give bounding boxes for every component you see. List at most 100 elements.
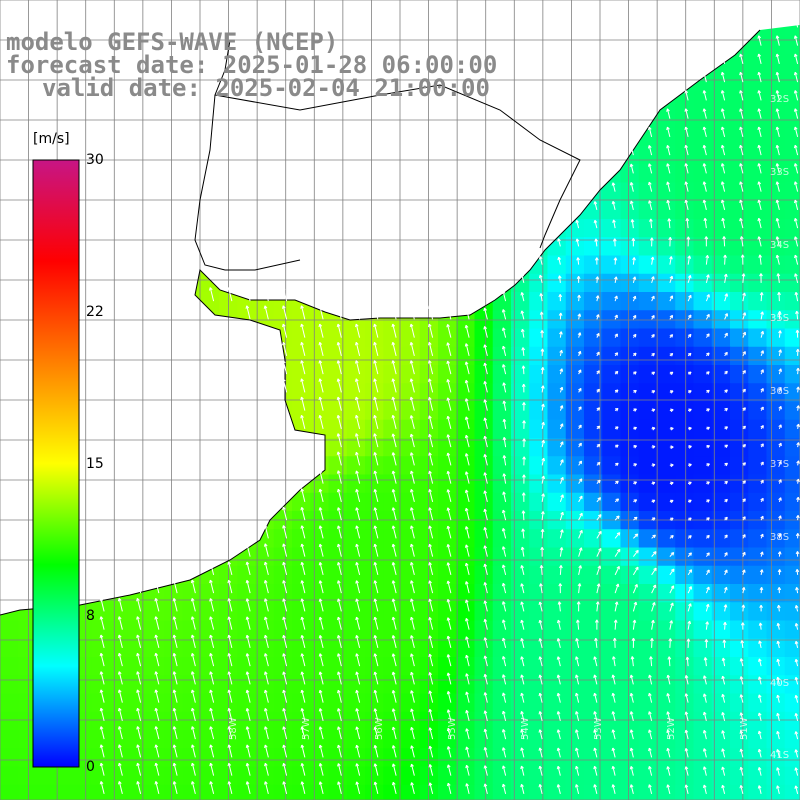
wind-speed-cell [91, 693, 111, 713]
wind-speed-cell [18, 657, 38, 676]
wind-speed-cell [182, 784, 202, 800]
wind-speed-cell [127, 638, 147, 658]
wind-speed-cell [255, 602, 275, 622]
wind-speed-cell [657, 127, 676, 147]
wind-speed-cell [547, 401, 567, 421]
wind-speed-cell [565, 730, 585, 749]
wind-speed-cell [511, 620, 530, 640]
lon-label: 58W [228, 717, 239, 740]
wind-arrow [793, 181, 799, 192]
wind-speed-cell [0, 675, 19, 695]
wind-speed-cell [547, 693, 567, 713]
wind-speed-cell [602, 693, 622, 713]
wind-speed-cell [547, 419, 567, 439]
wind-arrow [757, 35, 762, 46]
wind-arrow [739, 163, 744, 174]
wind-speed-cell [638, 456, 658, 476]
wind-arrow [647, 126, 653, 137]
wind-speed-cell [748, 419, 768, 439]
wind-speed-cell [711, 73, 731, 92]
wind-speed-cell [748, 182, 768, 202]
wind-speed-cell [127, 693, 147, 713]
colorbar-tick: 15 [86, 456, 104, 472]
wind-speed-cell [565, 365, 585, 384]
wind-speed-cell [383, 456, 403, 476]
wind-speed-cell [547, 784, 567, 800]
wind-arrow [702, 144, 707, 156]
wind-speed-cell [620, 328, 640, 348]
wind-speed-cell [328, 328, 348, 348]
wind-speed-cell [638, 511, 658, 530]
wind-speed-cell [748, 438, 768, 457]
wind-speed-cell [401, 711, 421, 731]
wind-speed-cell [237, 638, 257, 658]
wind-speed-cell [730, 73, 749, 92]
valid-date: valid date: 2025-02-04 21:00:00 [42, 74, 490, 102]
wind-speed-cell [310, 547, 330, 567]
wind-speed-cell [255, 638, 275, 658]
wind-speed-cell [401, 365, 421, 384]
wind-speed-cell [730, 273, 749, 293]
wind-speed-cell [748, 474, 768, 494]
wind-speed-cell [346, 438, 366, 457]
wind-speed-cell [365, 748, 384, 768]
wind-speed-cell [200, 602, 220, 622]
wind-speed-cell [383, 766, 403, 786]
wind-speed-cell [766, 401, 786, 421]
wind-speed-cell [438, 401, 457, 421]
wind-speed-cell [565, 383, 585, 403]
wind-speed-cell [693, 474, 713, 494]
wind-speed-cell [54, 784, 74, 800]
wind-speed-cell [492, 401, 512, 421]
wind-speed-cell [492, 328, 512, 348]
wind-speed-cell [730, 565, 749, 585]
wind-speed-cell [383, 419, 403, 439]
wind-speed-cell [693, 401, 713, 421]
wind-speed-cell [584, 657, 603, 676]
wind-speed-cell [438, 620, 457, 640]
wind-speed-cell [346, 456, 366, 476]
wind-speed-cell [255, 711, 275, 731]
wind-speed-cell [164, 748, 184, 768]
wind-speed-cell [0, 693, 19, 713]
wind-speed-cell [438, 730, 457, 749]
wind-speed-cell [638, 730, 658, 749]
wind-speed-cell [784, 711, 800, 731]
wind-speed-cell [766, 346, 786, 366]
wind-speed-cell [711, 109, 731, 129]
wind-speed-cell [547, 675, 567, 695]
wind-speed-cell [383, 511, 403, 530]
wind-speed-cell [711, 419, 731, 439]
wind-speed-cell [784, 383, 800, 403]
wind-speed-cell [766, 273, 786, 293]
wind-speed-cell [346, 401, 366, 421]
wind-speed-cell [657, 565, 676, 585]
wind-speed-cell [693, 127, 713, 147]
wind-speed-cell [511, 328, 530, 348]
wind-speed-cell [620, 766, 640, 786]
wind-speed-cell [91, 766, 111, 786]
wind-speed-cell [529, 511, 549, 530]
wind-speed-cell [474, 784, 494, 800]
wind-speed-cell [529, 383, 549, 403]
wind-speed-cell [0, 657, 19, 676]
wind-speed-cell [346, 419, 366, 439]
colorbar-tick: 30 [86, 152, 104, 168]
wind-speed-cell [657, 401, 676, 421]
wind-speed-cell [638, 346, 658, 366]
wind-speed-cell [492, 383, 512, 403]
wind-speed-cell [602, 419, 622, 439]
wind-speed-cell [292, 638, 311, 658]
wind-speed-cell [657, 474, 676, 494]
wind-speed-cell [711, 127, 731, 147]
wind-speed-cell [602, 328, 622, 348]
wind-speed-cell [766, 565, 786, 585]
wind-speed-cell [675, 511, 695, 530]
wind-speed-cell [730, 730, 749, 749]
wind-speed-cell [365, 328, 384, 348]
wind-speed-cell [584, 638, 603, 658]
wind-speed-cell [365, 638, 384, 658]
wind-speed-cell [730, 547, 749, 567]
wind-speed-cell [584, 219, 603, 238]
wind-speed-cell [511, 784, 530, 800]
